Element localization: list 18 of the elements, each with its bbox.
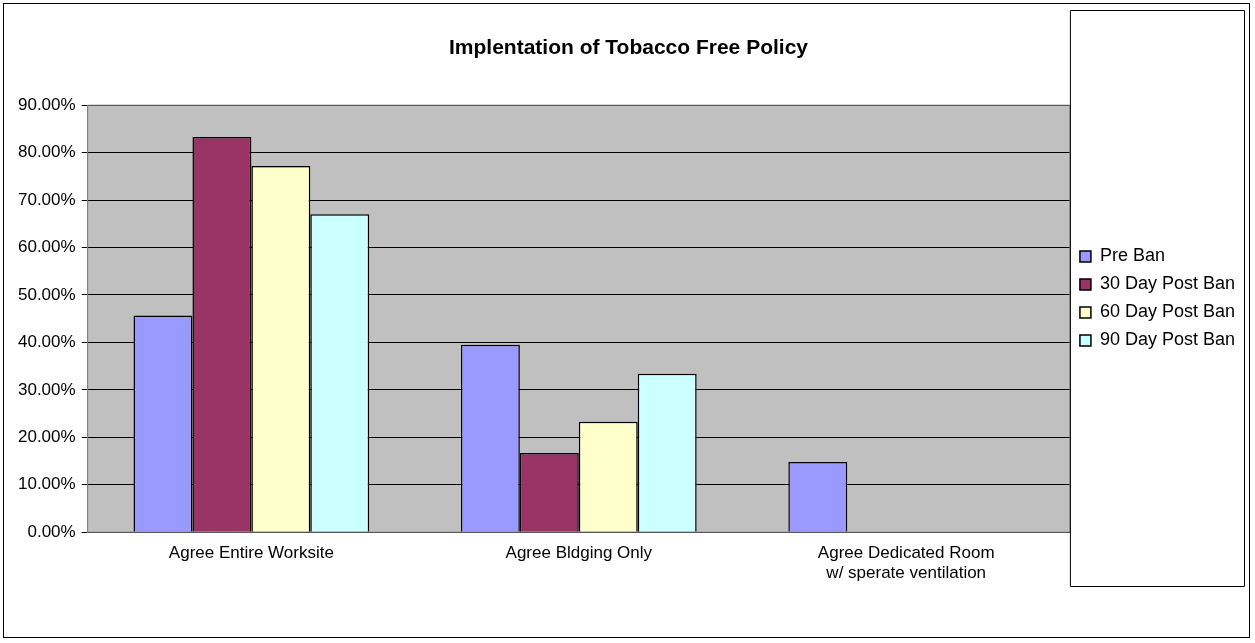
y-tick-label: 70.00% [17,189,76,209]
y-tick-label: 50.00% [17,284,76,304]
chart-title: Implentation of Tobacco Free Policy [449,35,809,59]
y-tick-label: 20.00% [17,427,76,446]
legend-label: 30 Day Post Ban [1099,273,1236,294]
x-tick-label: Agree Bldging Only [505,543,653,563]
y-tick-label: 80.00% [17,142,76,162]
y-tick-label: 0.00% [27,521,76,541]
y-tick-label: 90.00% [17,94,76,114]
legend-label: 90 Day Post Ban [1099,329,1236,350]
y-tick-label: 40.00% [17,332,76,352]
legend-label: 60 Day Post Ban [1099,301,1236,322]
y-tick-label: 30.00% [17,379,76,399]
x-tick-label: Agree Dedicated Room w/ sperate ventilation [817,543,995,583]
y-tick-label: 10.00% [17,474,76,494]
legend-label: Pre Ban [1099,245,1165,266]
y-tick-label: 60.00% [17,237,76,257]
x-tick-label: Agree Entire Worksite [168,543,334,563]
